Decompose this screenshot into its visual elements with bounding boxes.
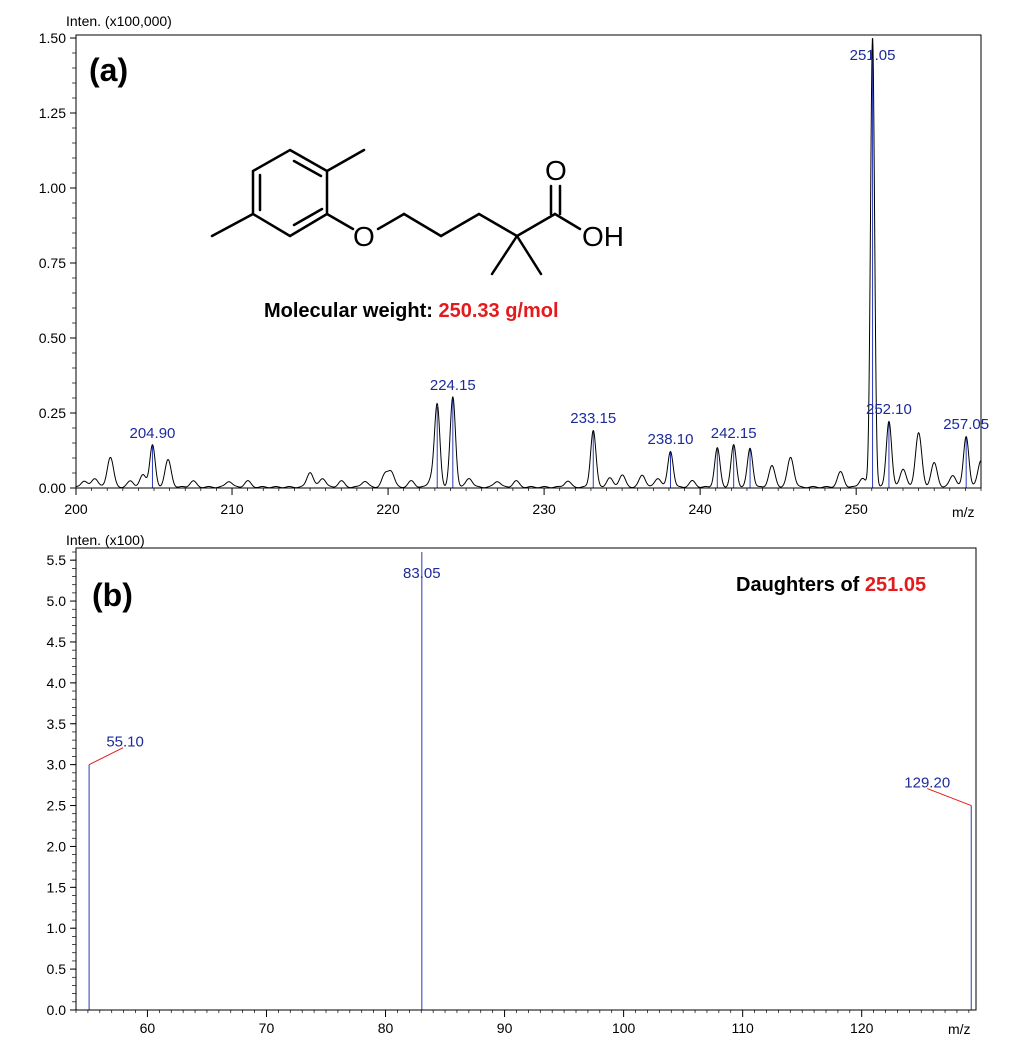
panel-b-peak-label: 129.20 xyxy=(904,775,950,792)
panel-b-label: (b) xyxy=(92,577,133,613)
panel-b-y-tick-label: 2.5 xyxy=(47,798,67,814)
panel-b-peak-label: 55.10 xyxy=(106,734,144,751)
daughters-value: 251.05 xyxy=(865,574,926,596)
panel-b-y-tick-label: 0.5 xyxy=(47,961,67,977)
panel-a-x-ticks: 200 210 220 230 240 250 xyxy=(64,488,982,517)
ether-bond-chain xyxy=(376,212,406,231)
panel-a-x-tick-label: 230 xyxy=(532,501,556,517)
methyl-down-right xyxy=(515,234,543,276)
panel-a-peak-label: 238.10 xyxy=(648,431,694,448)
molecular-weight-text: Molecular weight: 250.33 g/mol xyxy=(264,300,559,322)
carboxyl-bond xyxy=(515,212,557,238)
atom-ether-oxygen: O xyxy=(353,221,375,252)
panel-a-peak-label: 257.05 xyxy=(943,416,989,433)
panel-a-peak-label: 224.15 xyxy=(430,377,476,394)
panel-a-peak-label: 242.15 xyxy=(711,425,757,442)
panel-a-x-tick-label: 200 xyxy=(64,501,88,517)
hydroxyl-bond xyxy=(553,212,582,231)
panel-b-y-tick-label: 4.5 xyxy=(47,634,67,650)
panel-a-peak-lines xyxy=(151,38,967,488)
panel-a: Inten. (x100,000) m/z 0.00 0.25 0.50 0.75 1.… xyxy=(39,13,989,520)
panel-b-plot-frame xyxy=(75,547,977,1011)
panel-a-plot-frame xyxy=(75,34,982,489)
panel-a-x-tick-label: 250 xyxy=(844,501,868,517)
atom-hydroxyl: OH xyxy=(582,221,624,252)
molecular-weight-value: 250.33 g/mol xyxy=(438,300,558,322)
chemical-structure-gemfibrozil xyxy=(210,148,582,276)
panel-a-peak-label: 252.10 xyxy=(866,401,912,418)
panel-b-ylabel: Inten. (x100) xyxy=(66,532,145,548)
panel-b-x-tick-label: 110 xyxy=(732,1020,755,1036)
methyl-left-bond xyxy=(210,212,255,238)
panel-b-y-tick-label: 3.5 xyxy=(47,716,67,732)
panel-b-x-ticks: 60 70 80 90 100 110 120 xyxy=(75,1010,970,1036)
panel-b-y-tick-label: 3.0 xyxy=(47,757,67,773)
panel-a-x-tick-label: 220 xyxy=(376,501,400,517)
panel-b-x-tick-label: 90 xyxy=(497,1020,513,1036)
panel-a-y-tick-label: 0.25 xyxy=(39,405,66,421)
panel-a-label: (a) xyxy=(89,52,128,88)
panel-b-x-tick-label: 120 xyxy=(850,1020,874,1036)
atom-carbonyl-oxygen: O xyxy=(545,155,567,186)
panel-b: Inten. (x100) m/z 0.0 0.5 1.0 1.5 2.0 2.5 3.0 3… xyxy=(47,532,977,1037)
ring-inner-bond-2 xyxy=(292,207,324,227)
benzene-ring xyxy=(251,148,329,238)
panel-a-y-tick-label: 0.00 xyxy=(39,480,66,496)
methyl-top-bond xyxy=(325,148,366,173)
panel-a-x-tick-label: 210 xyxy=(220,501,244,517)
panel-a-y-tick-label: 0.50 xyxy=(39,330,66,346)
daughters-text: Daughters of 251.05 xyxy=(736,574,926,596)
panel-a-spectrum-trace xyxy=(75,38,982,489)
panel-a-x-tick-label: 240 xyxy=(688,501,712,517)
panel-b-y-tick-label: 1.5 xyxy=(47,879,67,895)
panel-b-x-tick-label: 80 xyxy=(378,1020,394,1036)
panel-a-peak-label: 251.05 xyxy=(850,47,896,64)
panel-b-y-tick-label: 4.0 xyxy=(47,675,67,691)
ether-bond-ring xyxy=(325,212,355,231)
methyl-down-left xyxy=(490,234,519,276)
panel-a-y-tick-label: 1.00 xyxy=(39,180,66,196)
panel-b-xlabel: m/z xyxy=(948,1021,971,1037)
panel-b-y-tick-label: 0.0 xyxy=(47,1002,67,1018)
panel-b-y-ticks: 0.0 0.5 1.0 1.5 2.0 2.5 3.0 3.5 4.0 4.5 5.0 5.5 xyxy=(47,551,76,1018)
panel-b-label-leader xyxy=(88,747,124,766)
panel-a-y-tick-label: 1.50 xyxy=(39,30,66,46)
panel-a-xlabel: m/z xyxy=(952,504,975,520)
panel-b-x-tick-label: 70 xyxy=(259,1020,275,1036)
panel-a-y-tick-label: 1.25 xyxy=(39,105,66,121)
panel-b-y-tick-label: 2.0 xyxy=(47,838,67,854)
panel-a-peak-label: 233.15 xyxy=(570,410,616,427)
chain-bond-1 xyxy=(402,212,443,238)
panel-a-ylabel: Inten. (x100,000) xyxy=(66,13,172,29)
panel-b-y-tick-label: 1.0 xyxy=(47,920,67,936)
panel-b-x-tick-label: 100 xyxy=(612,1020,636,1036)
panel-a-peak-label: 204.90 xyxy=(130,425,176,442)
panel-b-x-tick-label: 60 xyxy=(140,1020,156,1036)
panel-b-peak-labels: 55.10 83.05 129.20 xyxy=(88,565,972,807)
panel-b-y-tick-label: 5.5 xyxy=(47,552,67,568)
daughters-prefix: Daughters of xyxy=(736,574,860,596)
ring-inner-bond-1 xyxy=(292,159,323,178)
panel-a-y-ticks: 0.00 0.25 0.50 0.75 1.00 1.25 1.50 xyxy=(39,30,76,496)
panel-b-label-leader xyxy=(927,788,972,807)
panel-b-peak-lines xyxy=(88,552,972,1010)
chain-bond-2 xyxy=(439,212,481,238)
panel-b-y-tick-label: 5.0 xyxy=(47,593,67,609)
panel-b-peak-label: 83.05 xyxy=(403,565,441,582)
panel-a-y-tick-label: 0.75 xyxy=(39,255,66,271)
chain-bond-3 xyxy=(477,212,519,238)
panel-a-peak-labels: 204.90 224.15 233.15 238.10 242.15 251.05 252.… xyxy=(130,47,990,448)
molecular-weight-prefix: Molecular weight: xyxy=(264,300,433,322)
